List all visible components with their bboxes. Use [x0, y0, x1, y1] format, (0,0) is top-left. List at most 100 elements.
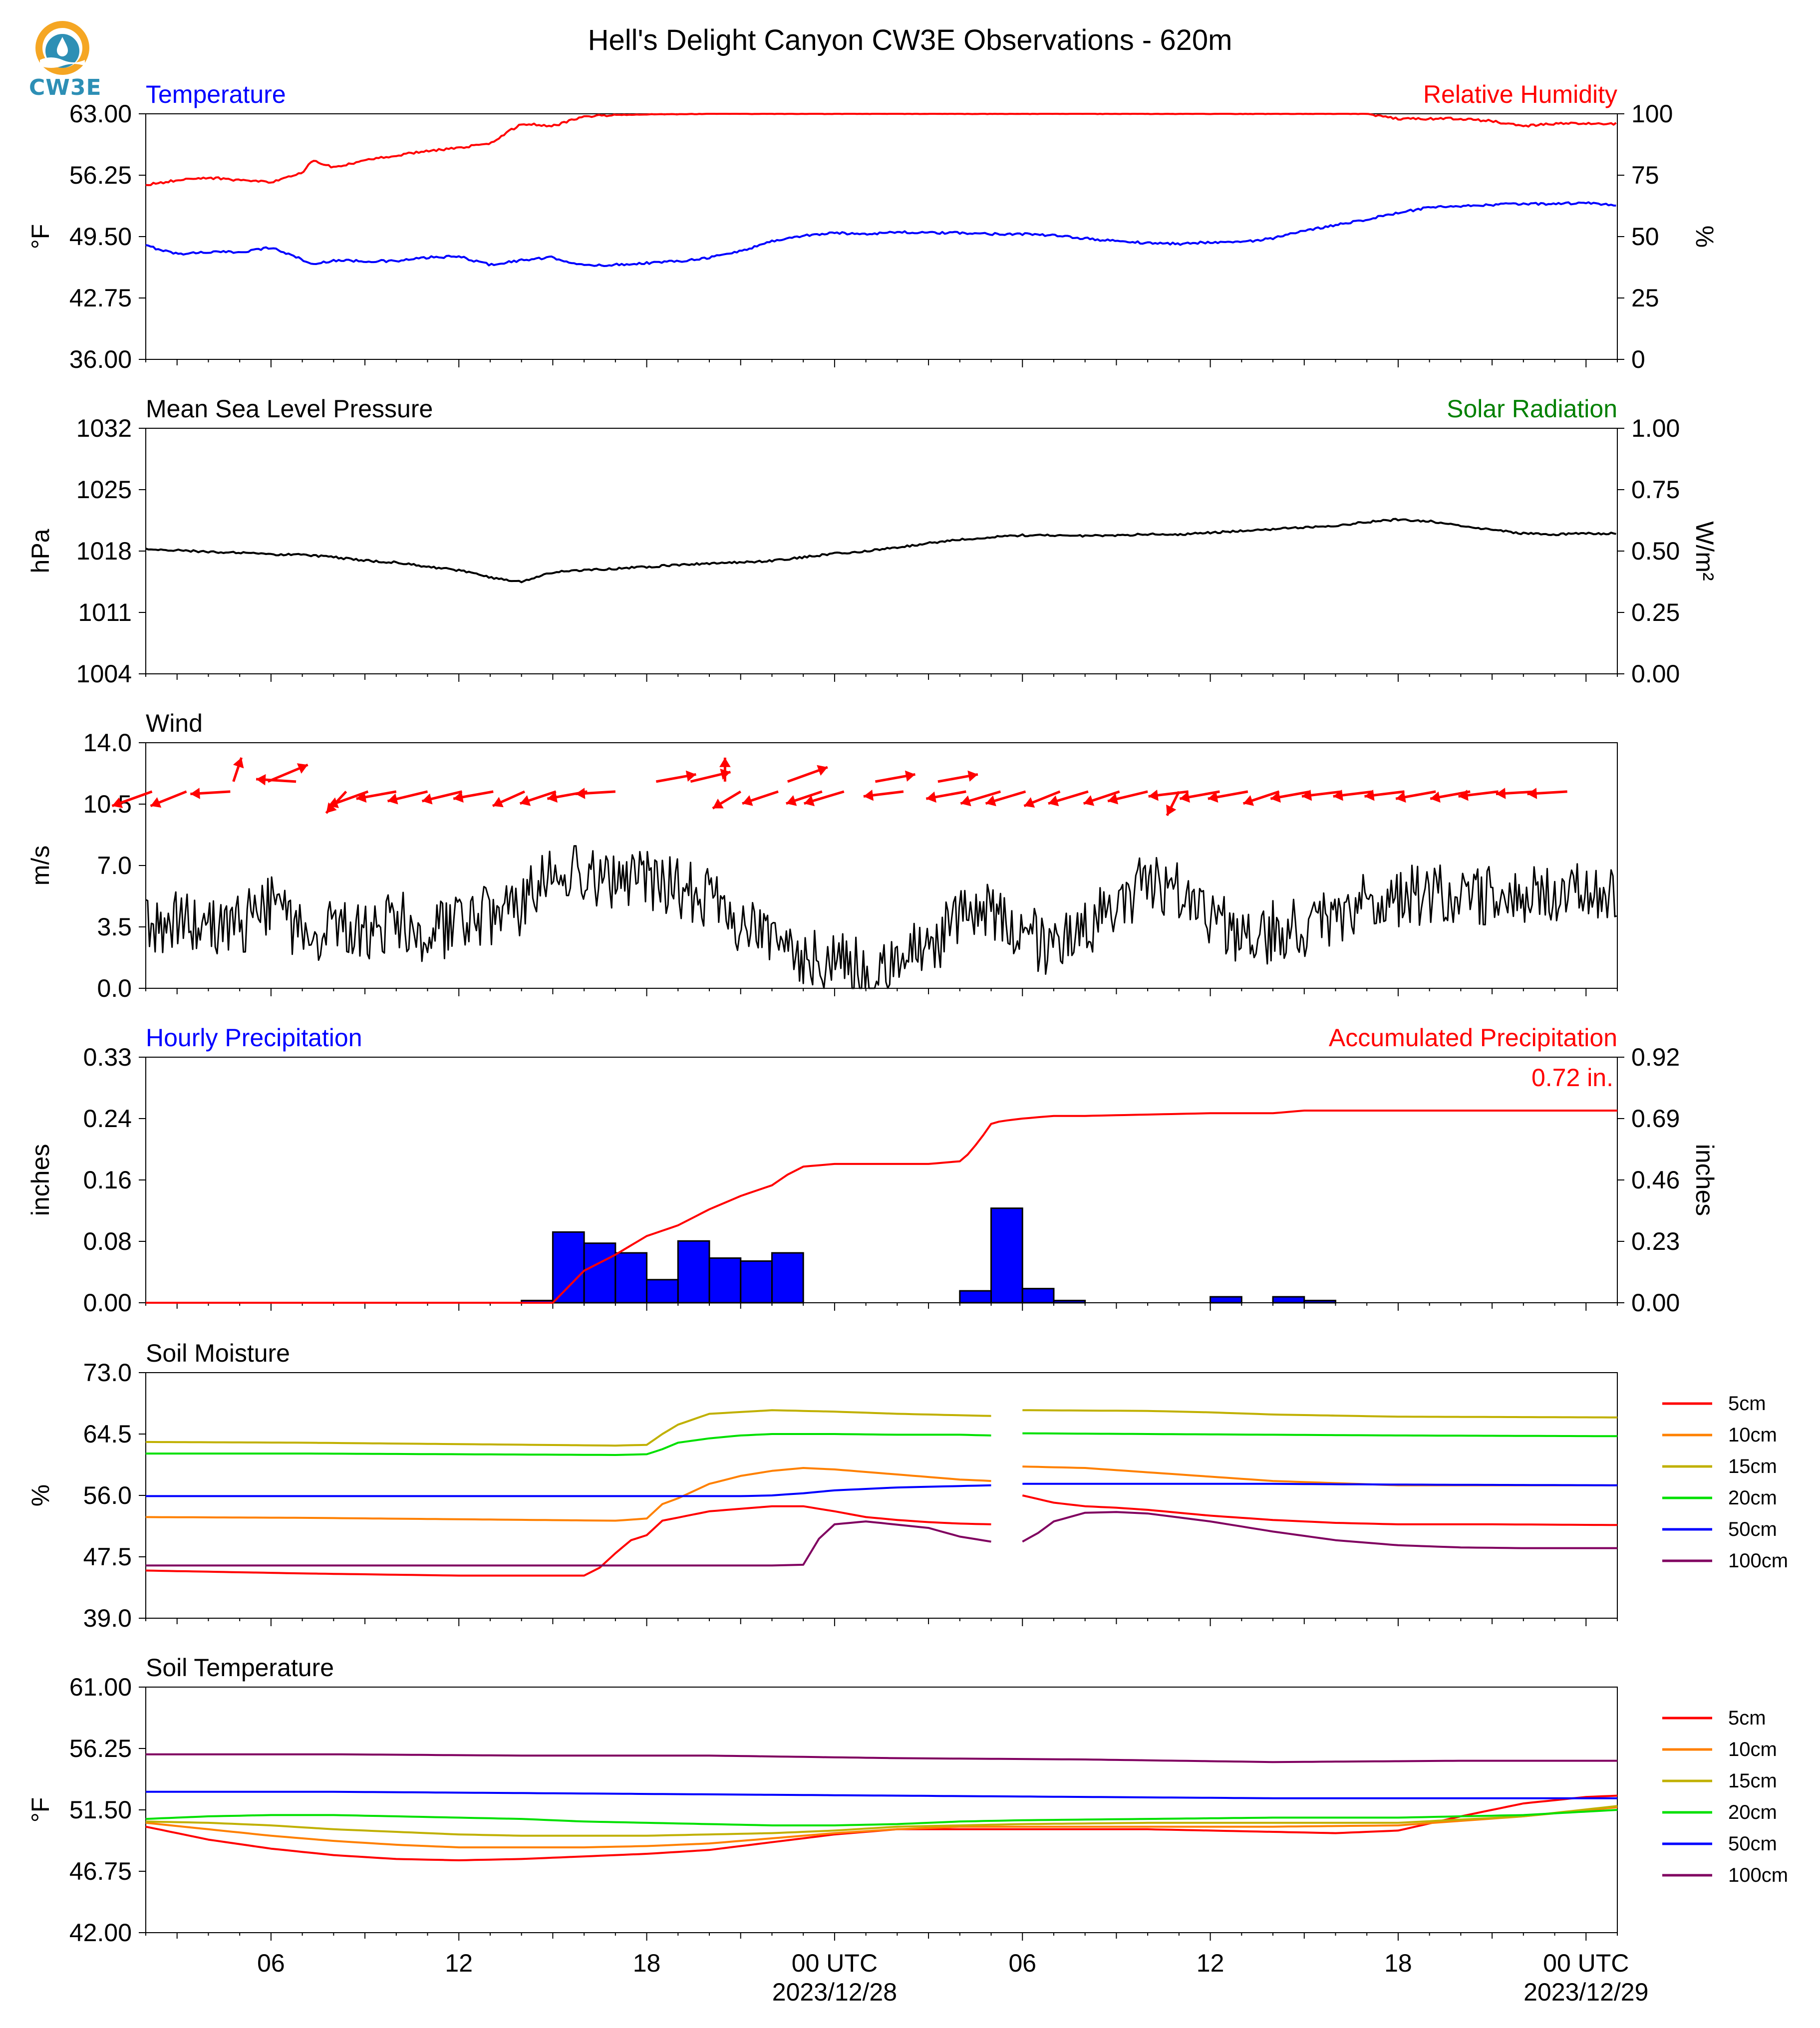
x-tick-label: 00 UTC: [1543, 1949, 1629, 1977]
plot-frame: [145, 1057, 1618, 1303]
wind-arrow-head: [1243, 795, 1254, 806]
panel-right-title: Accumulated Precipitation: [1329, 1024, 1617, 1052]
wind-arrow-head: [1302, 789, 1312, 801]
series-line: [145, 845, 1617, 989]
x-date-label: 2023/12/29: [1523, 1978, 1648, 2006]
wind-arrow-head: [520, 795, 531, 806]
y-tick-label: 10.5: [83, 790, 132, 818]
wind-arrow-head: [1430, 791, 1441, 803]
wind-arrow-head: [422, 793, 433, 805]
panel-right-title: Relative Humidity: [1423, 80, 1617, 108]
y-tick-label: 1025: [76, 476, 132, 504]
series-line: [1022, 1482, 1617, 1486]
panel-title: Mean Sea Level Pressure: [146, 395, 433, 423]
wind-arrow-head: [1496, 788, 1506, 799]
y2-tick-label: 0.50: [1631, 537, 1680, 565]
y-tick-label: 3.5: [97, 913, 132, 941]
wind-arrow-head: [256, 774, 266, 786]
wind-arrow-head: [150, 797, 162, 808]
precip-bar: [677, 1240, 710, 1304]
wind-arrow-head: [492, 797, 504, 808]
y2-tick-label: 0.69: [1631, 1105, 1680, 1133]
legend-label: 10cm: [1728, 1738, 1777, 1760]
panel-title: Wind: [146, 709, 203, 737]
series-line: [146, 1110, 1617, 1304]
y2-tick-label: 0.00: [1631, 1289, 1680, 1317]
legend-label: 10cm: [1728, 1424, 1777, 1446]
wind-arrow-head: [926, 791, 936, 803]
wind-arrow-head: [328, 797, 339, 808]
precip-bar: [583, 1242, 616, 1304]
wind-arrow-head: [233, 757, 244, 769]
y-tick-label: 0.33: [83, 1043, 132, 1071]
wind-arrow-head: [1458, 789, 1469, 801]
wind-arrow-head: [1024, 797, 1035, 808]
chart-title: Hell's Delight Canyon CW3E Observations …: [588, 24, 1232, 56]
precip-bar: [1053, 1300, 1086, 1304]
panel-right-title: Solar Radiation: [1447, 395, 1617, 423]
legend-label: 50cm: [1728, 1833, 1777, 1855]
plot-frame: [145, 1687, 1618, 1933]
y2-tick-label: 0.75: [1631, 476, 1680, 504]
y-tick-label: 1032: [76, 414, 132, 442]
logo-text: CW3E: [29, 75, 102, 100]
wind-arrow-head: [1208, 791, 1218, 803]
legend-label: 50cm: [1728, 1518, 1777, 1540]
wind-arrow-head: [960, 795, 971, 807]
y2-tick-label: 0: [1631, 345, 1645, 373]
wind-arrow-head: [1527, 788, 1537, 799]
precip-bar: [990, 1207, 1023, 1304]
wind-arrow-head: [1333, 789, 1343, 801]
wind-arrow-head: [1364, 789, 1375, 801]
series-line: [1022, 1494, 1618, 1526]
wind-arrow-head: [1048, 795, 1059, 807]
wind-arrow-head: [985, 795, 996, 807]
wind-arrow-head: [742, 795, 753, 806]
precip-bar: [740, 1260, 773, 1304]
series-line: [145, 1409, 991, 1447]
precip-bar: [1021, 1288, 1055, 1304]
y-tick-label: 0.00: [83, 1289, 132, 1317]
legend-label: 100cm: [1728, 1550, 1788, 1572]
x-tick-label: 06: [257, 1949, 285, 1977]
series-line: [146, 1520, 991, 1567]
x-tick-label: 12: [445, 1949, 473, 1977]
precip-bar: [708, 1257, 742, 1304]
y-tick-label: 1011: [78, 598, 132, 626]
y-axis-label: hPa: [26, 529, 54, 573]
y-tick-label: 56.25: [69, 161, 132, 189]
y-tick-label: 42.75: [69, 284, 132, 312]
wind-arrow-head: [453, 791, 464, 803]
accumulated-total-label: 0.72 in.: [1531, 1064, 1613, 1092]
series-line: [1022, 1409, 1617, 1419]
precip-bar: [552, 1231, 585, 1304]
series-line: [1022, 1465, 1617, 1486]
precip-bar: [614, 1252, 648, 1304]
series-line: [145, 113, 1617, 186]
y-tick-label: 39.0: [83, 1604, 132, 1632]
series-line: [146, 1484, 991, 1497]
legend-label: 100cm: [1728, 1864, 1788, 1886]
y2-axis-label: %: [1691, 226, 1719, 248]
series-line: [145, 1809, 1618, 1827]
series-line: [145, 1806, 1618, 1849]
y-axis-label: %: [26, 1484, 54, 1506]
series-line: [1022, 1432, 1617, 1438]
x-tick-label: 18: [1384, 1949, 1412, 1977]
series-line: [145, 1505, 991, 1577]
panel-soil_temperature: Soil Temperature 61.00 56.25 51.50 46.75 42.0…: [26, 1654, 1788, 1947]
plot-frame: [145, 428, 1618, 674]
wind-arrow-head: [112, 797, 123, 808]
x-date-label: 2023/12/28: [772, 1978, 897, 2006]
wind-arrow-head: [575, 788, 586, 799]
series-line: [145, 201, 1616, 267]
y-tick-label: 63.00: [69, 100, 132, 128]
panel-pressure_solar: Mean Sea Level Pressure Solar Radiation 10…: [26, 395, 1719, 688]
panel-wind: Wind 14.0 10.5 7.0 3.5 0.0 m/s: [26, 709, 1618, 1002]
wind-arrow-head: [905, 770, 915, 782]
precip-bar: [1303, 1300, 1336, 1304]
y-tick-label: 49.50: [69, 223, 132, 251]
panel-title: Hourly Precipitation: [146, 1024, 362, 1052]
wind-arrow-head: [863, 789, 874, 801]
